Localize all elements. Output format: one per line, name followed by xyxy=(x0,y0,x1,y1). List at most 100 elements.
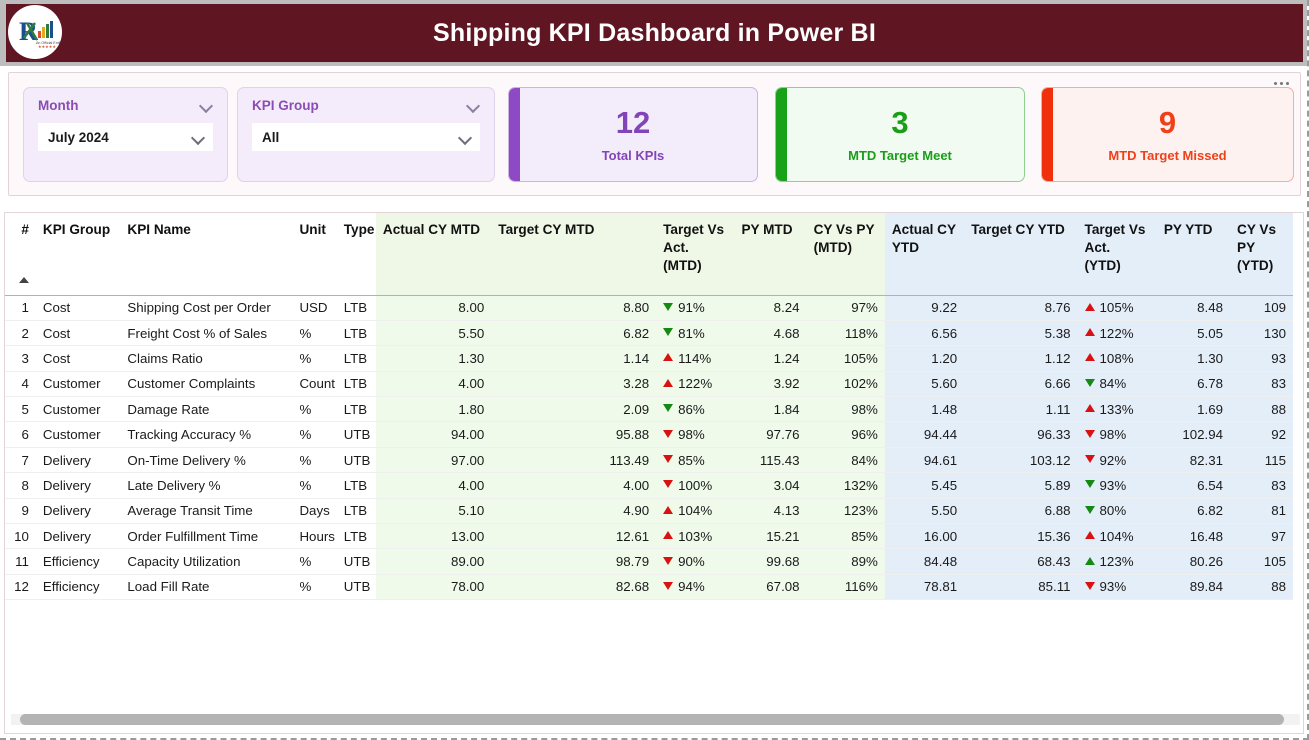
table-row[interactable]: 11 Efficiency Capacity Utilization% UTB 89.0… xyxy=(5,548,1293,575)
kpi-tile-value: 9 xyxy=(1158,104,1177,140)
cell-py-mtd: 1.84 xyxy=(734,396,807,423)
col-header-actual-cy-mtd[interactable]: Actual CY MTD xyxy=(375,213,492,296)
cell-py-mtd: 15.21 xyxy=(734,523,807,550)
kpi-table: # KPI Group KPI Name Unit Type Actual CY… xyxy=(5,213,1293,601)
kpi-table-body: 1 Cost Shipping Cost per Order USD LTB 8.00 8.… xyxy=(5,295,1293,601)
cell-py-ytd: 8.48 xyxy=(1156,295,1231,321)
col-header-target-vs-act-mtd[interactable]: Target Vs Act. (MTD) xyxy=(656,213,735,296)
table-row[interactable]: 5 Customer Damage Rate% LTB 1.80 2.09 86% 1.84 9… xyxy=(5,396,1293,423)
kpi-tile-mtd-target-missed[interactable]: 9 MTD Target Missed xyxy=(1041,87,1294,182)
cell-actual-cy-mtd: 4.00 xyxy=(375,371,492,398)
cell-num: 12 xyxy=(5,574,36,601)
table-row[interactable]: 4 Customer Customer Complaints Count LTB 4.00… xyxy=(5,371,1293,398)
cell-cy-vs-py-ytd: 105 xyxy=(1230,548,1293,575)
cell-actual-cy-ytd: 5.50 xyxy=(884,498,965,525)
kpi-tile-mtd-target-meet[interactable]: 3 MTD Target Meet xyxy=(775,87,1025,182)
col-header-actual-cy-ytd[interactable]: Actual CY YTD xyxy=(884,213,965,296)
trend-down-icon xyxy=(663,302,674,311)
trend-ytd: 93% xyxy=(1084,478,1150,493)
cell-target-cy-mtd: 113.49 xyxy=(491,447,657,474)
cell-num: 5 xyxy=(5,396,36,423)
cell-unit: % xyxy=(292,472,337,499)
chevron-down-icon[interactable] xyxy=(200,99,213,112)
table-row[interactable]: 3 Cost Claims Ratio% LTB 1.30 1.14 114% 1.24 105… xyxy=(5,345,1293,372)
cell-actual-cy-ytd: 5.45 xyxy=(884,472,965,499)
table-row[interactable]: 8 Delivery Late Delivery %% LTB 4.00 4.00 100%… xyxy=(5,472,1293,499)
table-row[interactable]: 7 Delivery On-Time Delivery %% UTB 97.00 113.… xyxy=(5,447,1293,474)
col-header-target-vs-act-ytd[interactable]: Target Vs Act. (YTD) xyxy=(1077,213,1157,296)
col-header-py-ytd[interactable]: PY YTD xyxy=(1156,213,1231,296)
col-header-num[interactable]: # xyxy=(5,213,36,296)
cell-cy-vs-py-ytd: 130 xyxy=(1230,320,1293,347)
table-row[interactable]: 9 Delivery Average Transit Time Days LTB 5.10… xyxy=(5,498,1293,525)
table-row[interactable]: 10 Delivery Order Fulfillment Time Hours LTB… xyxy=(5,523,1293,550)
cell-py-ytd: 89.84 xyxy=(1156,574,1231,601)
tile-accent-bar xyxy=(1042,88,1053,181)
col-header-py-mtd[interactable]: PY MTD xyxy=(734,213,807,296)
table-row[interactable]: 2 Cost Freight Cost % of Sales% LTB 5.50 6.82… xyxy=(5,320,1293,347)
trend-ytd: 80% xyxy=(1084,503,1150,518)
cell-cy-vs-py-ytd: 81 xyxy=(1230,498,1293,525)
cell-actual-cy-mtd: 1.80 xyxy=(375,396,492,423)
col-header-type[interactable]: Type xyxy=(336,213,376,296)
cell-target-cy-mtd: 3.28 xyxy=(491,371,657,398)
cell-target-cy-ytd: 6.88 xyxy=(964,498,1078,525)
cell-target-vs-act-mtd: 104% xyxy=(656,498,735,525)
kpi-tile-total-kpis[interactable]: 12 Total KPIs xyxy=(508,87,758,182)
cell-unit: % xyxy=(292,574,337,601)
cell-kpi-group: Cost xyxy=(35,345,121,372)
table-row[interactable]: 12 Efficiency Load Fill Rate% UTB 78.00 82.68… xyxy=(5,574,1293,601)
cell-unit: Count xyxy=(292,371,337,398)
kpi-table-panel: # KPI Group KPI Name Unit Type Actual CY… xyxy=(4,212,1304,734)
col-header-unit[interactable]: Unit xyxy=(292,213,337,296)
more-options-icon[interactable] xyxy=(1268,76,1294,90)
horizontal-scrollbar[interactable] xyxy=(11,714,1300,725)
chevron-down-icon[interactable] xyxy=(467,99,480,112)
trend-down-icon xyxy=(663,328,674,337)
cell-py-ytd: 1.30 xyxy=(1156,345,1231,372)
slicer-month[interactable]: Month July 2024 xyxy=(23,87,228,182)
trend-mtd: 81% xyxy=(663,326,727,341)
cell-py-ytd: 6.54 xyxy=(1156,472,1231,499)
cell-unit: % xyxy=(292,421,337,448)
cell-unit: % xyxy=(292,320,337,347)
trend-down-icon xyxy=(663,581,674,590)
trend-down-icon xyxy=(1084,429,1095,438)
cell-target-cy-ytd: 5.38 xyxy=(964,320,1078,347)
trend-mtd: 86% xyxy=(663,402,727,417)
cell-num: 11 xyxy=(5,548,36,575)
col-header-cy-vs-py-ytd[interactable]: CY Vs PY (YTD) xyxy=(1230,213,1293,296)
cell-target-cy-ytd: 15.36 xyxy=(964,523,1078,550)
chevron-down-icon[interactable] xyxy=(459,131,472,144)
chevron-down-icon[interactable] xyxy=(192,131,205,144)
slicer-kpi-group[interactable]: KPI Group All xyxy=(237,87,495,182)
table-row[interactable]: 6 Customer Tracking Accuracy %% UTB 94.00 95.… xyxy=(5,421,1293,448)
cell-actual-cy-ytd: 1.48 xyxy=(884,396,965,423)
sort-ascending-icon[interactable] xyxy=(18,277,29,284)
cell-cy-vs-py-mtd: 102% xyxy=(806,371,885,398)
cell-target-vs-act-ytd: 108% xyxy=(1077,345,1157,372)
cell-target-cy-mtd: 12.61 xyxy=(491,523,657,550)
slicer-month-dropdown[interactable]: July 2024 xyxy=(38,123,213,151)
trend-mtd: 103% xyxy=(663,529,727,544)
col-header-target-cy-mtd[interactable]: Target CY MTD xyxy=(491,213,657,296)
cell-target-vs-act-mtd: 81% xyxy=(656,320,735,347)
col-header-cy-vs-py-mtd[interactable]: CY Vs PY (MTD) xyxy=(806,213,885,296)
cell-actual-cy-ytd: 78.81 xyxy=(884,574,965,601)
cell-target-cy-ytd: 103.12 xyxy=(964,447,1078,474)
table-row[interactable]: 1 Cost Shipping Cost per Order USD LTB 8.00 8.… xyxy=(5,295,1293,321)
cell-py-mtd: 3.92 xyxy=(734,371,807,398)
slicer-kpi-group-dropdown[interactable]: All xyxy=(252,123,480,151)
cell-target-vs-act-ytd: 84% xyxy=(1077,371,1157,398)
cell-num: 9 xyxy=(5,498,36,525)
trend-up-icon xyxy=(663,505,674,514)
scrollbar-thumb[interactable] xyxy=(20,714,1284,725)
cell-py-mtd: 67.08 xyxy=(734,574,807,601)
col-header-kpi-group[interactable]: KPI Group xyxy=(35,213,121,296)
cell-target-vs-act-mtd: 98% xyxy=(656,421,735,448)
col-header-target-cy-ytd[interactable]: Target CY YTD xyxy=(964,213,1078,296)
cell-kpi-group: Cost xyxy=(35,295,121,321)
cell-cy-vs-py-ytd: 88 xyxy=(1230,574,1293,601)
col-header-kpi-name[interactable]: KPI Name xyxy=(120,213,293,296)
cell-num: 10 xyxy=(5,523,36,550)
